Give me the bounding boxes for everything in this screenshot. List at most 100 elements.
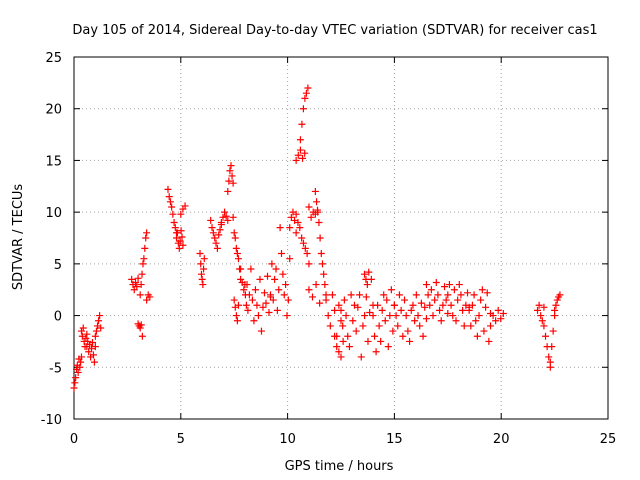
data-point: [165, 193, 173, 201]
data-point: [77, 327, 85, 335]
data-point: [305, 286, 313, 294]
y-tick-label: 20: [45, 103, 62, 118]
data-point: [212, 239, 220, 247]
data-point: [79, 324, 87, 332]
data-point: [304, 84, 312, 92]
data-point: [372, 348, 380, 356]
data-point: [240, 286, 248, 294]
data-point: [299, 154, 307, 162]
data-point: [143, 296, 151, 304]
data-point: [347, 291, 355, 299]
data-point: [229, 179, 237, 187]
x-tick-label: 10: [279, 432, 296, 447]
data-point: [364, 337, 372, 345]
data-point: [424, 291, 432, 299]
data-point: [389, 327, 397, 335]
data-point: [318, 260, 326, 268]
data-point: [298, 234, 306, 242]
data-point: [200, 265, 208, 273]
data-point: [294, 218, 302, 226]
x-tick-label: 0: [70, 432, 78, 447]
data-point: [95, 317, 103, 325]
x-axis-label: GPS time / hours: [285, 459, 394, 474]
data-point: [70, 384, 78, 392]
data-point: [553, 296, 561, 304]
data-point: [181, 202, 189, 210]
data-point: [445, 281, 453, 289]
data-point: [485, 337, 493, 345]
y-tick-label: 15: [45, 154, 62, 169]
data-point: [342, 312, 350, 320]
data-point: [208, 224, 216, 232]
data-point: [315, 218, 323, 226]
data-point: [138, 332, 146, 340]
data-point: [417, 299, 425, 307]
data-point: [136, 324, 144, 332]
data-point: [231, 234, 239, 242]
data-point: [302, 89, 310, 97]
data-point: [545, 353, 553, 361]
data-point: [475, 312, 483, 320]
data-point: [457, 291, 465, 299]
data-point: [326, 322, 334, 330]
data-point: [470, 291, 478, 299]
data-point: [267, 291, 275, 299]
data-point: [177, 227, 185, 235]
data-point: [352, 327, 360, 335]
data-point: [251, 286, 259, 294]
data-point: [262, 299, 270, 307]
data-point: [269, 296, 277, 304]
data-point: [232, 312, 240, 320]
data-point: [284, 296, 292, 304]
data-point: [311, 187, 319, 195]
data-point: [369, 312, 377, 320]
data-point: [224, 216, 232, 224]
data-point: [362, 293, 370, 301]
data-point: [222, 212, 230, 220]
data-point: [483, 289, 491, 297]
data-point: [136, 291, 144, 299]
data-point: [328, 291, 336, 299]
data-point: [166, 198, 174, 206]
x-tick-label: 25: [600, 432, 617, 447]
data-point: [378, 306, 386, 314]
axes: [73, 56, 609, 420]
data-point: [331, 332, 339, 340]
data-point: [499, 310, 507, 318]
data-point: [309, 293, 317, 301]
data-point: [178, 233, 186, 241]
data-point: [77, 358, 85, 366]
data-point: [200, 255, 208, 263]
data-point: [133, 283, 141, 291]
data-point: [407, 306, 415, 314]
data-point: [377, 337, 385, 345]
data-point: [91, 343, 99, 351]
data-point: [472, 317, 480, 325]
data-point: [128, 275, 136, 283]
data-point: [546, 363, 554, 371]
data-point: [299, 239, 307, 247]
data-point: [271, 275, 279, 283]
y-tick-label: 0: [54, 310, 62, 325]
data-point: [305, 260, 313, 268]
data-point: [390, 301, 398, 309]
data-point: [497, 315, 505, 323]
data-point: [170, 218, 178, 226]
data-point: [459, 306, 467, 314]
data-point: [549, 327, 557, 335]
data-point: [89, 351, 97, 359]
data-point: [296, 224, 304, 232]
data-point: [179, 241, 187, 249]
data-point: [134, 274, 142, 282]
data-point: [402, 312, 410, 320]
x-tick-label: 20: [493, 432, 510, 447]
data-point: [426, 301, 434, 309]
data-point: [395, 291, 403, 299]
data-point: [259, 303, 267, 311]
y-tick-label: -5: [49, 361, 62, 376]
data-point: [171, 224, 179, 232]
data-point: [176, 237, 184, 245]
x-tick-labels: 0 5 10 15 20 25: [70, 432, 616, 447]
data-point: [401, 296, 409, 304]
